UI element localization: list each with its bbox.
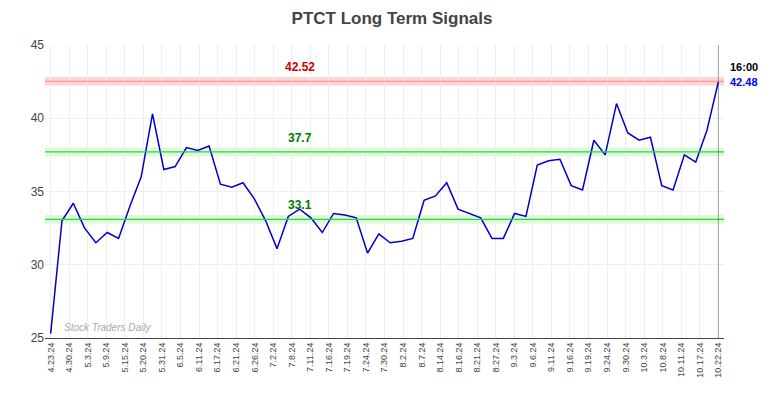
svg-text:42.48: 42.48 [730, 76, 758, 88]
svg-text:8.2.24: 8.2.24 [398, 343, 408, 368]
svg-text:9.19.24: 9.19.24 [583, 343, 593, 373]
svg-text:35: 35 [31, 185, 45, 199]
svg-text:6.21.24: 6.21.24 [231, 343, 241, 373]
svg-text:10.22.24: 10.22.24 [713, 343, 723, 378]
svg-text:9.30.24: 9.30.24 [621, 343, 631, 373]
svg-text:5.9.24: 5.9.24 [101, 343, 111, 368]
svg-text:7.24.24: 7.24.24 [361, 343, 371, 373]
svg-text:Stock Traders Daily: Stock Traders Daily [64, 322, 152, 333]
svg-text:9.6.24: 9.6.24 [528, 343, 538, 368]
svg-text:7.30.24: 7.30.24 [379, 343, 389, 373]
svg-text:9.11.24: 9.11.24 [546, 343, 556, 372]
svg-text:PTCT Long Term Signals: PTCT Long Term Signals [292, 9, 493, 28]
svg-text:5.3.24: 5.3.24 [83, 343, 93, 368]
svg-text:5.15.24: 5.15.24 [120, 343, 130, 373]
svg-text:10.8.24: 10.8.24 [658, 343, 668, 373]
svg-text:6.11.24: 6.11.24 [194, 343, 204, 372]
svg-text:9.24.24: 9.24.24 [602, 343, 612, 373]
svg-text:25: 25 [31, 331, 45, 345]
svg-text:10.17.24: 10.17.24 [695, 343, 705, 378]
svg-text:37.7: 37.7 [288, 131, 312, 145]
svg-text:5.20.24: 5.20.24 [138, 343, 148, 373]
svg-text:8.16.24: 8.16.24 [454, 343, 464, 373]
svg-text:7.8.24: 7.8.24 [287, 343, 297, 368]
svg-text:45: 45 [31, 38, 45, 52]
svg-text:4.23.24: 4.23.24 [46, 343, 56, 373]
svg-text:5.31.24: 5.31.24 [157, 343, 167, 373]
svg-text:10.11.24: 10.11.24 [676, 343, 686, 377]
svg-text:8.7.24: 8.7.24 [417, 343, 427, 368]
svg-text:6.26.24: 6.26.24 [250, 343, 260, 373]
svg-text:40: 40 [31, 111, 45, 125]
svg-text:16:00: 16:00 [730, 61, 758, 73]
svg-text:7.19.24: 7.19.24 [342, 343, 352, 373]
svg-text:30: 30 [31, 258, 45, 272]
svg-text:8.21.24: 8.21.24 [472, 343, 482, 373]
svg-text:10.3.24: 10.3.24 [639, 343, 649, 373]
svg-text:9.3.24: 9.3.24 [509, 343, 519, 368]
svg-text:6.5.24: 6.5.24 [175, 343, 185, 368]
svg-text:8.27.24: 8.27.24 [491, 343, 501, 373]
svg-text:8.14.24: 8.14.24 [435, 343, 445, 373]
svg-text:9.16.24: 9.16.24 [565, 343, 575, 373]
svg-text:7.16.24: 7.16.24 [324, 343, 334, 373]
svg-text:4.30.24: 4.30.24 [64, 343, 74, 373]
svg-text:42.52: 42.52 [285, 60, 315, 74]
svg-text:7.11.24: 7.11.24 [305, 343, 315, 372]
svg-text:6.17.24: 6.17.24 [213, 343, 223, 373]
svg-text:33.1: 33.1 [288, 198, 312, 212]
svg-text:7.2.24: 7.2.24 [268, 343, 278, 368]
